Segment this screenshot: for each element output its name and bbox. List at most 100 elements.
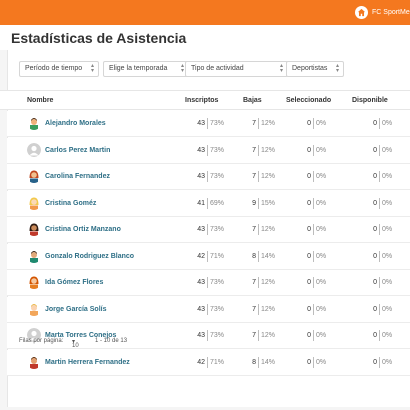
table-row[interactable]: Martin Herrera Fernandez 42 71% 8 14% 0 0% 0 0% <box>7 349 410 376</box>
table-row[interactable]: Jorge García Solís 43 73% 7 12% 0 0% 0 0% <box>7 296 410 323</box>
athlete-name-link[interactable]: Cristina Goméz <box>45 199 97 207</box>
divider <box>207 224 208 235</box>
available-count: 0 <box>373 279 377 286</box>
divider <box>313 197 314 209</box>
enrolled-count: 41 <box>197 199 205 207</box>
available-percent: 0% <box>382 199 393 207</box>
table-row[interactable]: Marta Torres Conejos 43 73% 7 12% 0 0% 0 0% <box>7 323 410 349</box>
athlete-name-link[interactable]: Alejandro Morales <box>45 120 106 127</box>
dropouts-count: 7 <box>252 120 256 127</box>
available-percent: 0% <box>382 279 393 286</box>
selected-percent: 0% <box>316 358 327 366</box>
divider <box>313 330 314 341</box>
athlete-name-link[interactable]: Marta Torres Conejos <box>45 332 117 339</box>
filter-season[interactable]: Elige la temporada ▴ ▾ <box>103 61 189 77</box>
athlete-name-link[interactable]: Carlos Perez Martin <box>45 146 111 154</box>
divider <box>207 118 208 129</box>
divider <box>207 303 208 315</box>
enrolled-count: 43 <box>197 173 205 180</box>
available-count: 0 <box>373 173 377 180</box>
available-count: 0 <box>373 252 377 260</box>
dropouts-count: 8 <box>252 358 256 366</box>
sort-caret-icon: ▴ ▾ <box>90 63 94 74</box>
athlete-name-link[interactable]: Martin Herrera Fernandez <box>45 358 130 366</box>
selected-percent: 0% <box>316 305 327 313</box>
divider <box>207 356 208 368</box>
dropouts-percent: 12% <box>261 120 276 127</box>
filter-athletes[interactable]: Deportistas ▴ ▾ <box>286 61 344 77</box>
column-header-available[interactable]: Disponible <box>352 97 388 104</box>
column-header-selected[interactable]: Seleccionado <box>286 97 332 104</box>
enrolled-percent: 73% <box>210 332 225 339</box>
divider <box>313 356 314 368</box>
divider <box>379 144 380 156</box>
enrolled-count: 43 <box>197 226 205 233</box>
selected-count: 0 <box>307 279 311 286</box>
table-row[interactable]: Ida Gómez Flores 43 73% 7 12% 0 0% 0 0% <box>7 270 410 296</box>
enrolled-percent: 71% <box>210 358 225 366</box>
avatar <box>27 328 41 342</box>
enrolled-count: 42 <box>197 358 205 366</box>
sort-caret-icon: ▴ ▾ <box>279 63 283 74</box>
available-count: 0 <box>373 358 377 366</box>
enrolled-percent: 71% <box>210 252 225 260</box>
selected-percent: 0% <box>316 252 327 260</box>
dropouts-percent: 12% <box>261 332 276 339</box>
pagination-range: 1 - 10 de 13 <box>95 338 128 344</box>
table-row[interactable]: Alejandro Morales 43 73% 7 12% 0 0% 0 0% <box>7 111 410 137</box>
filter-time-period[interactable]: Período de tiempo ▴ ▾ <box>19 61 99 77</box>
table-row[interactable]: Cristina Ortiz Manzano 43 73% 7 12% 0 0% 0 0% <box>7 217 410 243</box>
sort-caret-icon: ▴ ▾ <box>335 63 339 74</box>
sort-caret-icon: ▴ ▾ <box>180 63 184 74</box>
dropouts-percent: 14% <box>261 358 276 366</box>
divider <box>379 303 380 315</box>
brand-name: FC SportMe <box>372 9 410 16</box>
available-percent: 0% <box>382 226 393 233</box>
column-header-dropouts[interactable]: Bajas <box>243 97 262 104</box>
table-row[interactable]: Cristina Goméz 41 69% 9 15% 0 0% 0 0% <box>7 190 410 217</box>
selected-percent: 0% <box>316 199 327 207</box>
home-icon[interactable] <box>355 6 368 19</box>
filter-label: Período de tiempo <box>25 65 83 72</box>
column-header-enrolled[interactable]: Inscriptos <box>185 97 219 104</box>
dropouts-percent: 12% <box>261 146 276 154</box>
athlete-name-link[interactable]: Carolina Fernandez <box>45 173 110 180</box>
divider <box>313 118 314 129</box>
athlete-name-link[interactable]: Gonzalo Rodriguez Blanco <box>45 252 135 260</box>
divider <box>258 197 259 209</box>
enrolled-count: 43 <box>197 146 205 154</box>
available-percent: 0% <box>382 120 393 127</box>
pagination-bar: Filas por página: 10 ▾ 1 - 10 de 13 <box>7 333 410 355</box>
divider <box>258 224 259 235</box>
enrolled-count: 43 <box>197 305 205 313</box>
selected-percent: 0% <box>316 226 327 233</box>
divider <box>207 171 208 182</box>
filter-activity-type[interactable]: Tipo de actividad ▴ ▾ <box>185 61 288 77</box>
column-header-name[interactable]: Nombre <box>27 97 54 104</box>
available-count: 0 <box>373 199 377 207</box>
avatar <box>27 354 41 369</box>
avatar <box>27 222 41 236</box>
rows-per-page-select[interactable]: 10 ▾ <box>72 339 79 349</box>
dropouts-count: 7 <box>252 173 256 180</box>
athlete-name-link[interactable]: Cristina Ortiz Manzano <box>45 226 121 233</box>
selected-count: 0 <box>307 120 311 127</box>
divider <box>379 277 380 288</box>
table-row[interactable]: Carlos Perez Martin 43 73% 7 12% 0 0% 0 0% <box>7 137 410 164</box>
dropouts-percent: 12% <box>261 305 276 313</box>
filter-label: Deportistas <box>292 65 328 72</box>
available-percent: 0% <box>382 252 393 260</box>
athlete-name-link[interactable]: Ida Gómez Flores <box>45 279 104 286</box>
selected-count: 0 <box>307 173 311 180</box>
table-row[interactable]: Gonzalo Rodriguez Blanco 42 71% 8 14% 0 0% 0 0% <box>7 243 410 270</box>
selected-count: 0 <box>307 358 311 366</box>
divider <box>258 277 259 288</box>
athlete-name-link[interactable]: Jorge García Solís <box>45 305 107 313</box>
divider <box>313 277 314 288</box>
enrolled-percent: 73% <box>210 226 225 233</box>
table-row[interactable]: Carolina Fernandez 43 73% 7 12% 0 0% 0 0% <box>7 164 410 190</box>
dropouts-percent: 12% <box>261 226 276 233</box>
divider <box>313 144 314 156</box>
dropouts-percent: 15% <box>261 199 276 207</box>
selected-percent: 0% <box>316 120 327 127</box>
